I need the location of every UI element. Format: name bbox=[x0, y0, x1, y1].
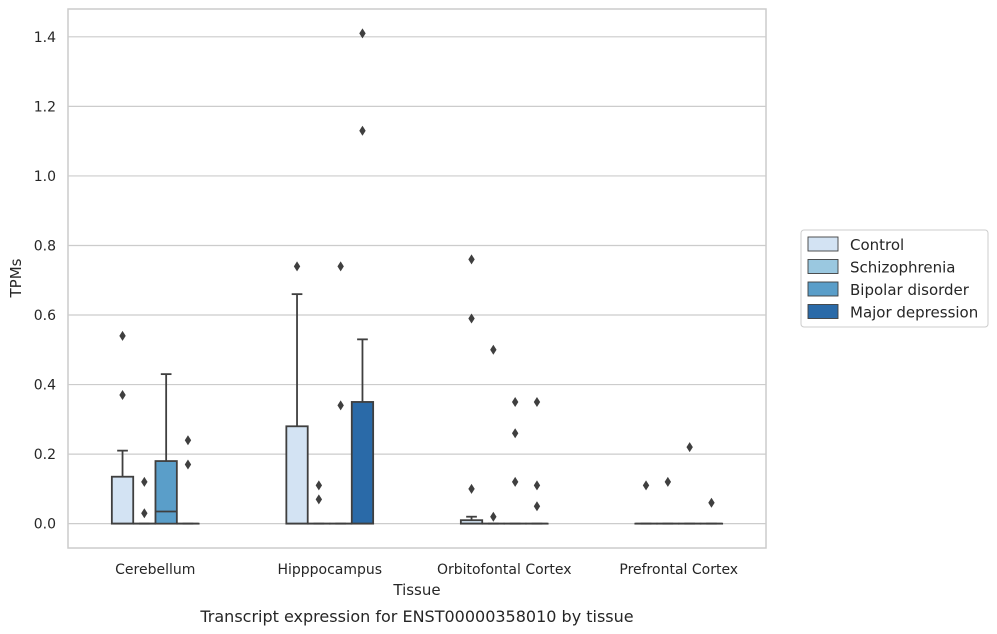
y-tick-label: 1.2 bbox=[34, 99, 56, 115]
outlier-point bbox=[533, 480, 541, 491]
outlier-point bbox=[664, 476, 672, 487]
outlier-point bbox=[119, 389, 126, 400]
box-group bbox=[699, 497, 724, 525]
y-tick-label: 1.0 bbox=[34, 169, 56, 185]
y-axis-title: TPMs bbox=[7, 258, 25, 298]
y-tick-label: 0.4 bbox=[34, 378, 56, 394]
y-tick-label: 0.6 bbox=[34, 308, 56, 324]
legend-label: Bipolar disorder bbox=[850, 281, 970, 299]
outlier-point bbox=[337, 261, 344, 272]
x-axis-title: Tissue bbox=[392, 581, 440, 599]
box-group bbox=[634, 480, 658, 525]
outlier-point bbox=[293, 261, 301, 272]
outlier-point bbox=[468, 313, 475, 324]
box-group bbox=[110, 330, 135, 525]
box-iqr bbox=[285, 425, 309, 525]
box-group bbox=[329, 261, 353, 525]
legend-label: Major depression bbox=[850, 304, 978, 322]
outlier-point bbox=[315, 494, 323, 505]
outlier-point bbox=[315, 480, 323, 491]
box-group bbox=[154, 373, 178, 525]
chart-caption: Transcript expression for ENST0000035801… bbox=[199, 607, 633, 626]
outlier-point bbox=[642, 480, 650, 491]
x-tick-label: Cerebellum bbox=[115, 562, 195, 578]
y-tick-label: 1.4 bbox=[34, 30, 56, 46]
outlier-point bbox=[511, 396, 519, 407]
plot-frame bbox=[67, 8, 767, 549]
legend-label: Schizophrenia bbox=[850, 259, 955, 277]
outlier-point bbox=[468, 483, 475, 494]
outlier-point bbox=[511, 476, 519, 487]
x-tick-labels: Cerebellum Hipppocampus Orbitofontal Corte… bbox=[115, 562, 738, 578]
outlier-point bbox=[184, 459, 192, 470]
box-group bbox=[525, 396, 549, 525]
box-group bbox=[285, 261, 309, 525]
legend-frame bbox=[800, 229, 989, 328]
outlier-point bbox=[686, 442, 693, 453]
box-iqr bbox=[110, 475, 135, 525]
outlier-point bbox=[533, 501, 541, 512]
box-iqr bbox=[154, 460, 178, 525]
box-layer bbox=[110, 28, 724, 525]
legend: Control Schizophrenia Bipolar disorder Majo… bbox=[800, 229, 989, 328]
box-group bbox=[503, 396, 527, 525]
outlier-point bbox=[141, 476, 148, 487]
outlier-point bbox=[468, 254, 475, 265]
outlier-point bbox=[337, 400, 344, 411]
box-group bbox=[481, 344, 505, 525]
box-group bbox=[176, 435, 200, 525]
y-tick-label: 0.2 bbox=[34, 447, 56, 463]
outlier-point bbox=[511, 428, 519, 439]
y-tick-labels: 0.0 0.2 0.4 0.6 0.8 1.0 1.2 1.4 bbox=[34, 30, 56, 533]
box-group bbox=[678, 442, 702, 525]
legend-swatch bbox=[807, 259, 839, 274]
legend-swatch bbox=[807, 281, 839, 297]
x-tick-label: Orbitofontal Cortex bbox=[437, 562, 572, 578]
box-group bbox=[656, 476, 680, 525]
y-tick-label: 0.8 bbox=[34, 238, 56, 254]
outlier-point bbox=[359, 28, 366, 39]
outlier-point bbox=[490, 344, 497, 355]
x-tick-label: Prefrontal Cortex bbox=[619, 562, 738, 578]
outlier-point bbox=[708, 497, 715, 508]
box-group bbox=[307, 480, 331, 525]
legend-swatch bbox=[807, 304, 839, 319]
box-group bbox=[459, 254, 484, 525]
box-group bbox=[132, 476, 156, 525]
outlier-point bbox=[184, 435, 192, 446]
legend-swatch bbox=[807, 236, 839, 252]
outlier-point bbox=[119, 330, 126, 341]
x-tick-label: Hipppocampus bbox=[277, 562, 382, 578]
legend-label: Control bbox=[850, 236, 904, 254]
outlier-point bbox=[359, 125, 366, 136]
y-tick-label: 0.0 bbox=[34, 517, 56, 533]
outlier-point bbox=[141, 508, 148, 519]
outlier-point bbox=[533, 396, 541, 407]
grid-layer bbox=[68, 36, 766, 525]
box-group bbox=[350, 28, 375, 525]
outlier-point bbox=[490, 511, 497, 522]
box-iqr bbox=[350, 401, 375, 525]
